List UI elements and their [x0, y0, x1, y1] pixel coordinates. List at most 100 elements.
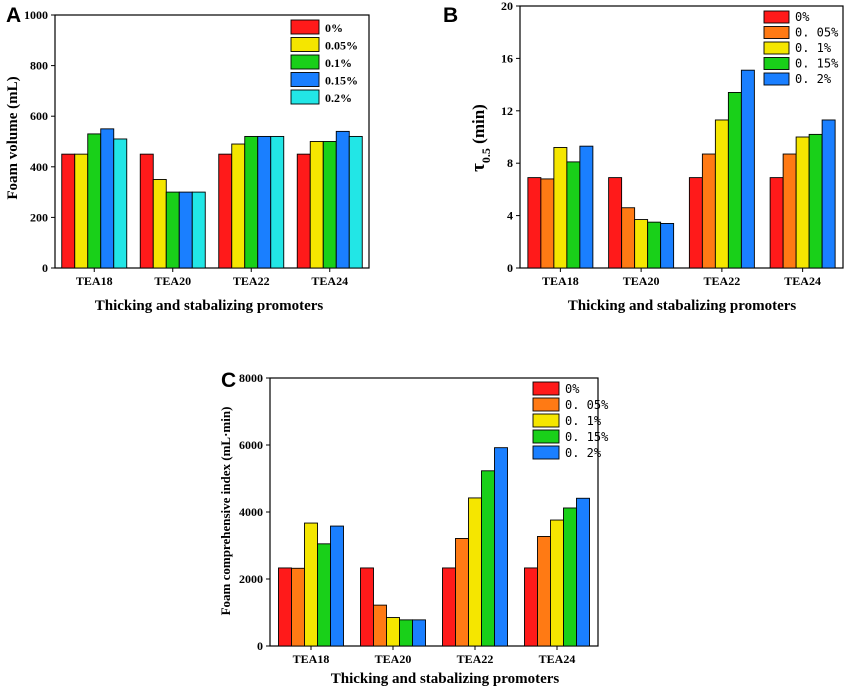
bar-tea20-series-3 — [178, 191, 193, 269]
bar-tea22-series-3 — [257, 135, 272, 269]
y-tick-label: 8 — [507, 156, 513, 170]
bar-tea24-series-3 — [335, 130, 350, 269]
y-tick-label: 0 — [507, 261, 513, 275]
bar-tea24-series-3 — [563, 507, 577, 647]
legend-swatch — [532, 429, 560, 444]
bar-tea24-series-4 — [348, 135, 363, 269]
legend-label: 0. 1% — [565, 414, 602, 428]
y-tick-label: 2000 — [239, 572, 263, 586]
bar-tea24-series-0 — [769, 177, 784, 269]
bar-tea18-series-4 — [579, 145, 594, 269]
y-tick-label: 12 — [501, 104, 513, 118]
bar-tea18-series-4 — [113, 138, 128, 269]
panel-b-ylabel-sub: 0.5 — [479, 148, 493, 163]
bar-tea22-series-2 — [468, 497, 482, 647]
legend: 0%0. 05%0. 1%0. 15%0. 2% — [763, 10, 839, 86]
y-tick-label: 600 — [30, 109, 48, 123]
bar-tea18-series-4 — [330, 525, 344, 647]
x-category-label: TEA20 — [375, 652, 412, 666]
bar-tea18-series-3 — [317, 543, 331, 647]
y-tick-label: 8000 — [239, 371, 263, 385]
bar-tea20-series-0 — [139, 153, 154, 269]
x-category-label: TEA22 — [704, 274, 741, 288]
legend-label: 0. 2% — [795, 72, 832, 86]
x-category-label: TEA24 — [539, 652, 576, 666]
x-category-label: TEA18 — [542, 274, 579, 288]
y-tick-label: 4 — [507, 209, 513, 223]
x-category-label: TEA18 — [76, 274, 113, 288]
legend-swatch — [290, 89, 320, 105]
bar-tea24-series-1 — [782, 153, 797, 269]
legend-label: 0.2% — [325, 91, 352, 105]
legend-label: 0.05% — [325, 39, 358, 53]
legend-label: 0. 15% — [795, 57, 839, 71]
bar-tea20-series-1 — [621, 207, 636, 269]
x-category-label: TEA22 — [457, 652, 494, 666]
bar-tea18-series-2 — [553, 147, 568, 269]
panel-c-ylabel: Foam comprehensive index (mL·min) — [218, 407, 233, 616]
legend-swatch — [532, 413, 560, 428]
bar-tea18-series-1 — [74, 153, 89, 269]
panel-c: C 0 2000 4000 6000 8000 TEA18 TEA20 TEA22 TEA24 0… — [218, 369, 609, 687]
x-category-label: TEA18 — [293, 652, 330, 666]
y-tick-label: 0 — [257, 639, 263, 653]
bar-tea20-series-4 — [191, 191, 206, 269]
plot-frame — [54, 14, 370, 269]
panel-a-letter: A — [6, 4, 21, 27]
x-category-label: TEA20 — [623, 274, 660, 288]
bar-tea20-series-1 — [152, 178, 167, 269]
bar-tea22-series-4 — [740, 69, 755, 269]
legend-swatch — [763, 10, 790, 24]
bar-tea20-series-4 — [660, 223, 675, 269]
legend-swatch — [290, 19, 320, 35]
panel-c-letter: C — [221, 369, 236, 392]
bar-tea20-series-3 — [399, 619, 413, 647]
y-tick-label: 800 — [30, 59, 48, 73]
bar-tea18-series-2 — [304, 522, 318, 647]
panel-a-ylabel: Foam volume (mL) — [5, 76, 21, 199]
panel-b-xlabel: Thicking and stabalizing promoters — [568, 298, 797, 314]
panel-a: A 0 200 400 600 800 1000 TEA18 TEA20 TEA22 TEA24 0… — [5, 4, 370, 314]
bar-tea24-series-2 — [322, 141, 337, 269]
legend-label: 0. 2% — [565, 446, 602, 460]
panel-a-xlabel: Thicking and stabalizing promoters — [95, 298, 324, 314]
bar-tea22-series-2 — [714, 119, 729, 269]
legend-swatch — [763, 26, 790, 39]
legend-label: 0% — [565, 382, 580, 396]
bar-tea24-series-3 — [808, 133, 823, 269]
bar-tea20-series-4 — [412, 619, 426, 647]
legend-swatch — [763, 72, 790, 86]
legend-swatch — [290, 72, 320, 87]
bar-tea22-series-1 — [701, 153, 716, 269]
y-tick-label: 400 — [30, 160, 48, 174]
legend: 0%0. 05%0. 1%0. 15%0. 2% — [532, 381, 609, 460]
legend-label: 0. 05% — [565, 398, 609, 412]
bar-tea22-series-1 — [455, 538, 469, 647]
legend: 0% 0.05% 0.1% 0.15% 0.2% — [290, 19, 358, 105]
legend-swatch — [532, 381, 560, 396]
bar-tea20-series-2 — [634, 219, 649, 269]
bar-tea22-series-4 — [494, 447, 508, 647]
y-tick-label: 0 — [42, 261, 48, 275]
bar-tea20-series-2 — [165, 191, 180, 269]
bar-tea22-series-0 — [218, 153, 233, 269]
panel-b-ylabel-unit: (min) — [469, 104, 488, 148]
bar-tea24-series-2 — [795, 136, 810, 269]
bar-tea18-series-1 — [540, 178, 555, 269]
bar-tea18-series-0 — [278, 567, 292, 647]
bar-tea20-series-2 — [386, 617, 400, 647]
bar-tea24-series-1 — [537, 536, 551, 647]
bar-tea22-series-0 — [688, 177, 703, 269]
legend-label: 0% — [325, 21, 343, 35]
panel-b-ylabel: τ0.5 (min) — [468, 104, 493, 172]
bar-tea22-series-3 — [481, 470, 495, 647]
bar-tea18-series-3 — [566, 161, 581, 269]
bar-tea24-series-0 — [524, 567, 538, 647]
panel-b-letter: B — [443, 4, 458, 27]
legend-swatch — [290, 37, 320, 52]
x-category-label: TEA24 — [784, 274, 821, 288]
